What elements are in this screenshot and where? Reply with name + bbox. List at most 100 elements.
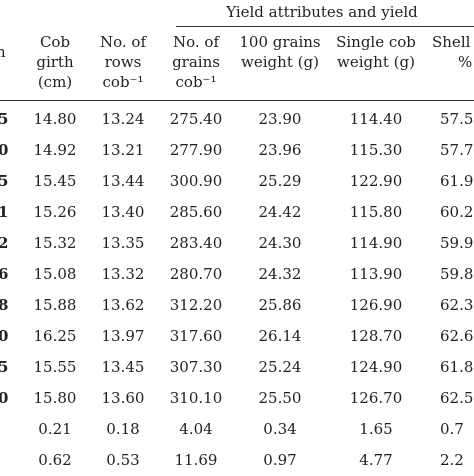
table-cell: 16.25 (33, 327, 77, 345)
row-lead-fragment: 5 (0, 110, 9, 128)
left-header-fragment: n (0, 43, 6, 61)
table-cell: 13.32 (101, 265, 145, 283)
table-cell: 115.30 (349, 141, 403, 159)
table-cell: 23.90 (258, 110, 302, 128)
header-cob-girth: Cob girth (cm) (36, 33, 74, 91)
table-cell: 13.60 (101, 389, 145, 407)
table-cell: 24.30 (258, 234, 302, 252)
table-cell: 122.90 (349, 172, 403, 190)
table-cell: 4.77 (359, 451, 393, 469)
table-cell: 23.96 (258, 141, 302, 159)
table-cell: 307.30 (169, 358, 223, 376)
table-cell: 2.2 (440, 451, 464, 469)
table-cell: 24.42 (258, 203, 302, 221)
row-lead-fragment: 5 (0, 172, 9, 190)
table-row: 0.62 0.53 11.69 0.97 4.77 2.2 (0, 445, 474, 476)
table-cell: 0.53 (106, 451, 140, 469)
row-lead-fragment: 0 (0, 327, 9, 345)
table-cell: 310.10 (169, 389, 223, 407)
table-row: 5 15.55 13.45 307.30 25.24 124.90 61.8 (0, 352, 474, 383)
table-cell: 115.80 (349, 203, 403, 221)
table-cell: 280.70 (169, 265, 223, 283)
table-cell: 275.40 (169, 110, 223, 128)
table-cell: 13.62 (101, 296, 145, 314)
table-cell: 61.9 (440, 172, 474, 190)
row-lead-fragment: 6 (0, 265, 9, 283)
table-cell: 15.08 (33, 265, 77, 283)
table-cell: 13.44 (101, 172, 145, 190)
table-row: 0.21 0.18 4.04 0.34 1.65 0.7 (0, 414, 474, 445)
table-cell: 61.8 (440, 358, 474, 376)
table-row: 5 14.80 13.24 275.40 23.90 114.40 57.5 (0, 104, 474, 135)
row-lead-fragment: 2 (0, 234, 9, 252)
table-cell: 13.97 (101, 327, 145, 345)
table-cell: 25.86 (258, 296, 302, 314)
header-rule (0, 100, 474, 101)
table-cell: 126.70 (349, 389, 403, 407)
table-cell: 1.65 (359, 420, 393, 438)
table-cell: 15.55 (33, 358, 77, 376)
table-cell: 24.32 (258, 265, 302, 283)
table-cell: 13.24 (101, 110, 145, 128)
table-group-title: Yield attributes and yield (226, 3, 418, 21)
table-cell: 4.04 (179, 420, 213, 438)
row-lead-fragment: 0 (0, 141, 9, 159)
table-cell: 59.9 (440, 234, 474, 252)
table-cell: 114.40 (349, 110, 403, 128)
table-cell: 15.26 (33, 203, 77, 221)
table-cell: 13.40 (101, 203, 145, 221)
row-lead-fragment: 0 (0, 389, 9, 407)
table-cell: 0.97 (263, 451, 297, 469)
header-rows-per-cob: No. of rows cob⁻¹ (99, 33, 146, 91)
row-lead-fragment: 1 (0, 203, 9, 221)
table-cell: 15.80 (33, 389, 77, 407)
header-grains-per-cob: No. of grains cob⁻¹ (172, 33, 220, 91)
table-cell: 0.7 (440, 420, 464, 438)
table-cell: 57.7 (440, 141, 474, 159)
table-cell: 0.62 (38, 451, 72, 469)
table-row: 0 15.80 13.60 310.10 25.50 126.70 62.5 (0, 383, 474, 414)
table-cell: 15.45 (33, 172, 77, 190)
table-cell: 25.50 (258, 389, 302, 407)
table-cell: 13.45 (101, 358, 145, 376)
table-cell: 113.90 (349, 265, 403, 283)
table-cell: 62.3 (440, 296, 474, 314)
table-row: 6 15.08 13.32 280.70 24.32 113.90 59.8 (0, 259, 474, 290)
table-cell: 60.2 (440, 203, 474, 221)
header-shelling: Shell % (432, 33, 473, 71)
group-rule (176, 26, 474, 27)
table-cell: 14.92 (33, 141, 77, 159)
table-cell: 14.80 (33, 110, 77, 128)
table-cell: 57.5 (440, 110, 474, 128)
table-row: 0 14.92 13.21 277.90 23.96 115.30 57.7 (0, 135, 474, 166)
row-lead-fragment: 5 (0, 358, 9, 376)
table-cell: 62.6 (440, 327, 474, 345)
table-cell: 25.29 (258, 172, 302, 190)
table-cell: 13.21 (101, 141, 145, 159)
table-cell: 0.21 (38, 420, 72, 438)
table-cell: 300.90 (169, 172, 223, 190)
table-cell: 26.14 (258, 327, 302, 345)
table-cell: 25.24 (258, 358, 302, 376)
row-lead-fragment: 8 (0, 296, 9, 314)
table-cell: 0.18 (106, 420, 140, 438)
table-cell: 126.90 (349, 296, 403, 314)
table-cell: 59.8 (440, 265, 474, 283)
table-cell: 317.60 (169, 327, 223, 345)
table-cell: 128.70 (349, 327, 403, 345)
table-cell: 114.90 (349, 234, 403, 252)
table-cell: 62.5 (440, 389, 474, 407)
header-100-grains-weight: 100 grains weight (g) (239, 33, 321, 71)
table-cell: 277.90 (169, 141, 223, 159)
table-cell: 15.32 (33, 234, 77, 252)
table-row: 1 15.26 13.40 285.60 24.42 115.80 60.2 (0, 197, 474, 228)
table-cell: 15.88 (33, 296, 77, 314)
table-cell: 11.69 (174, 451, 218, 469)
header-single-cob-weight: Single cob weight (g) (336, 33, 416, 71)
table-cell: 312.20 (169, 296, 223, 314)
table-row: 5 15.45 13.44 300.90 25.29 122.90 61.9 (0, 166, 474, 197)
table-cell: 285.60 (169, 203, 223, 221)
table-row: 8 15.88 13.62 312.20 25.86 126.90 62.3 (0, 290, 474, 321)
table-row: 0 16.25 13.97 317.60 26.14 128.70 62.6 (0, 321, 474, 352)
table-row: 2 15.32 13.35 283.40 24.30 114.90 59.9 (0, 228, 474, 259)
